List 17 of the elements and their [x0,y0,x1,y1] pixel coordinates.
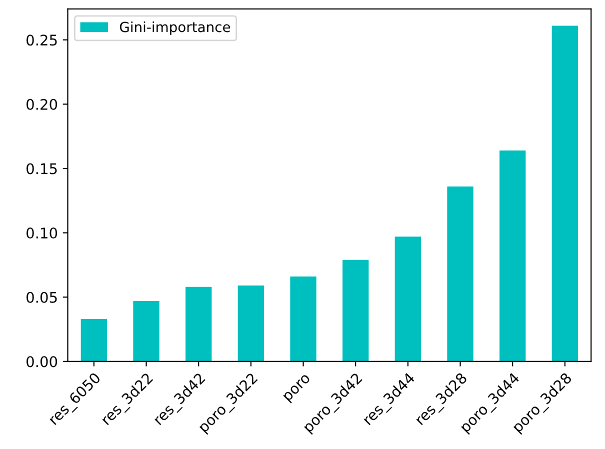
y-tick-label: 0.15 [26,163,57,174]
bar [394,236,422,362]
bar [552,26,578,362]
bar [290,276,316,362]
y-tick-label: 0.25 [26,34,57,46]
y-tick-label: 0.10 [26,228,58,239]
y-tick-label: 0.20 [26,98,58,110]
bar [342,260,369,362]
legend-label: Gini-importance [120,21,230,35]
y-tick-label: 0.00 [26,356,58,368]
y-tick-label: 0.05 [26,292,57,303]
bar [500,150,526,362]
bar [186,286,212,362]
bar [447,186,474,362]
bar [80,318,108,362]
bar [133,300,160,362]
bar [238,286,264,362]
